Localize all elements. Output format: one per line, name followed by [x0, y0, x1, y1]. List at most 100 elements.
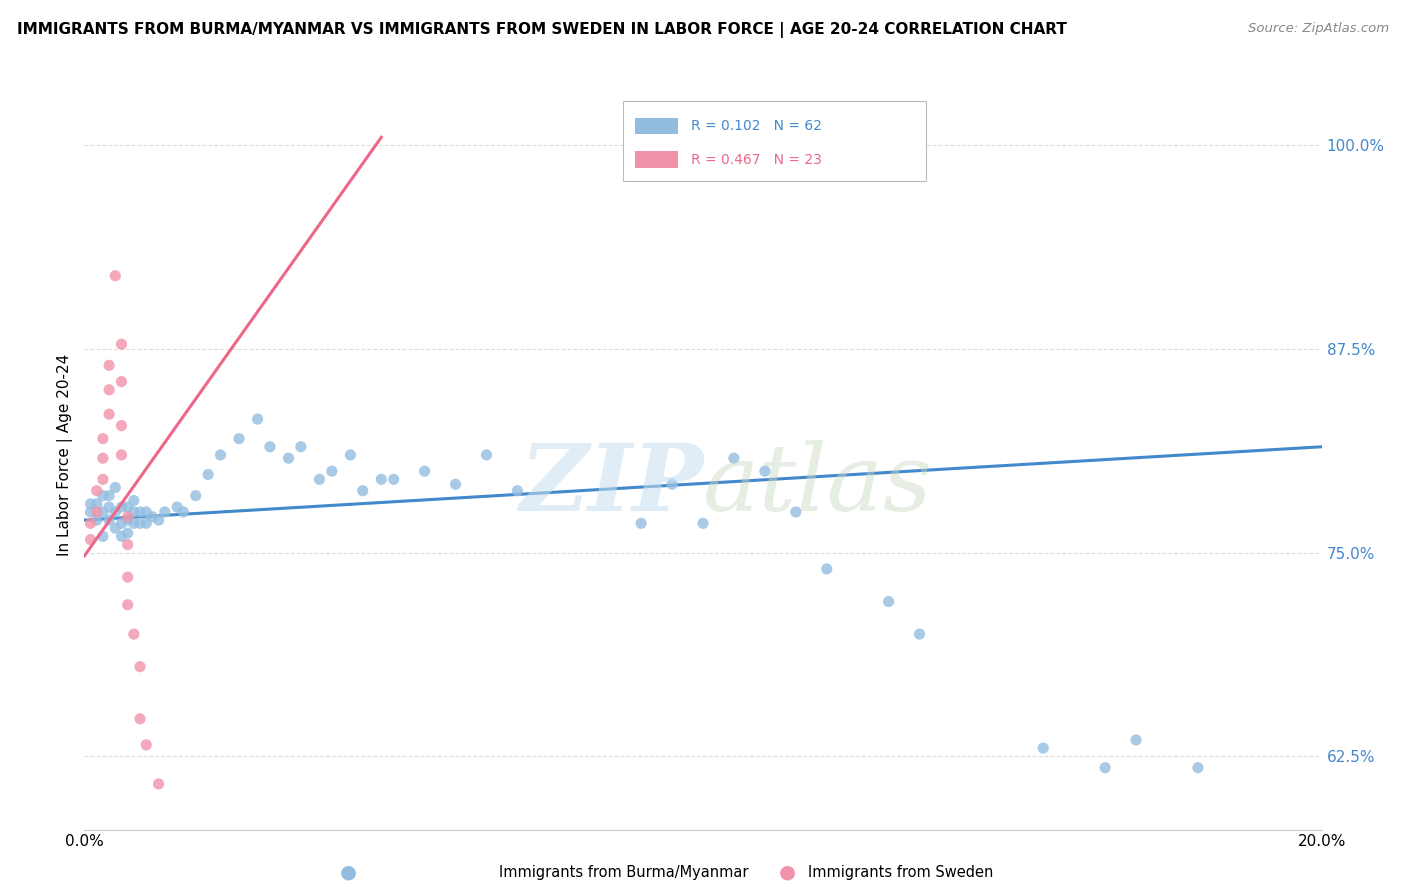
- Point: [91, 529, 114, 543]
- Point: [209, 448, 232, 462]
- Point: [86, 505, 108, 519]
- Point: [98, 359, 121, 373]
- Point: [86, 483, 108, 498]
- Point: [166, 500, 188, 514]
- Point: [153, 505, 176, 519]
- Point: [110, 529, 132, 543]
- Point: [1032, 741, 1054, 756]
- Point: [110, 448, 132, 462]
- Point: [723, 451, 745, 466]
- Point: [117, 513, 139, 527]
- Point: [79, 516, 101, 531]
- Point: [91, 489, 114, 503]
- Point: [122, 493, 145, 508]
- FancyBboxPatch shape: [623, 102, 925, 181]
- Point: [382, 472, 405, 486]
- Point: [91, 451, 114, 466]
- Point: [91, 432, 114, 446]
- FancyBboxPatch shape: [636, 118, 678, 135]
- Point: [110, 500, 132, 514]
- Point: [1125, 733, 1147, 747]
- Point: [259, 440, 281, 454]
- Point: [110, 516, 132, 531]
- Point: [877, 594, 900, 608]
- Point: [141, 509, 163, 524]
- Text: IMMIGRANTS FROM BURMA/MYANMAR VS IMMIGRANTS FROM SWEDEN IN LABOR FORCE | AGE 20-: IMMIGRANTS FROM BURMA/MYANMAR VS IMMIGRA…: [17, 22, 1067, 38]
- Point: [117, 537, 139, 551]
- Y-axis label: In Labor Force | Age 20-24: In Labor Force | Age 20-24: [58, 354, 73, 556]
- Point: [352, 483, 374, 498]
- Point: [444, 477, 467, 491]
- Text: ZIP: ZIP: [519, 440, 703, 530]
- Point: [98, 407, 121, 421]
- Point: [475, 448, 498, 462]
- Point: [98, 489, 121, 503]
- Point: [110, 337, 132, 351]
- Point: [104, 521, 127, 535]
- Point: [117, 598, 139, 612]
- Point: [370, 472, 392, 486]
- Point: [129, 712, 152, 726]
- Point: [1187, 761, 1209, 775]
- Point: [122, 516, 145, 531]
- Point: [228, 432, 250, 446]
- Point: [117, 509, 139, 524]
- Point: [1094, 761, 1116, 775]
- Text: Immigrants from Burma/Myanmar: Immigrants from Burma/Myanmar: [499, 865, 748, 880]
- Point: [754, 464, 776, 478]
- Point: [86, 513, 108, 527]
- Point: [661, 477, 683, 491]
- FancyBboxPatch shape: [636, 152, 678, 168]
- Point: [117, 526, 139, 541]
- Point: [197, 467, 219, 482]
- Point: [413, 464, 436, 478]
- Point: [91, 472, 114, 486]
- Point: [117, 500, 139, 514]
- Point: [129, 659, 152, 673]
- Point: [785, 505, 807, 519]
- Point: [79, 505, 101, 519]
- Point: [104, 481, 127, 495]
- Text: R = 0.467   N = 23: R = 0.467 N = 23: [690, 153, 821, 167]
- Text: ●: ●: [340, 863, 357, 882]
- Point: [184, 489, 207, 503]
- Point: [630, 516, 652, 531]
- Point: [122, 627, 145, 641]
- Point: [815, 562, 838, 576]
- Point: [79, 533, 101, 547]
- Point: [122, 505, 145, 519]
- Point: [148, 777, 170, 791]
- Point: [692, 516, 714, 531]
- Point: [104, 505, 127, 519]
- Point: [135, 738, 157, 752]
- Point: [98, 513, 121, 527]
- Point: [110, 375, 132, 389]
- Text: atlas: atlas: [703, 440, 932, 530]
- Point: [135, 505, 157, 519]
- Point: [117, 570, 139, 584]
- Point: [908, 627, 931, 641]
- Point: [506, 483, 529, 498]
- Point: [290, 440, 312, 454]
- Text: R = 0.102   N = 62: R = 0.102 N = 62: [690, 119, 821, 133]
- Point: [246, 412, 269, 426]
- Point: [129, 505, 152, 519]
- Text: ●: ●: [779, 863, 796, 882]
- Point: [79, 497, 101, 511]
- Point: [135, 516, 157, 531]
- Point: [277, 451, 299, 466]
- Text: Source: ZipAtlas.com: Source: ZipAtlas.com: [1249, 22, 1389, 36]
- Point: [321, 464, 343, 478]
- Point: [98, 500, 121, 514]
- Point: [172, 505, 194, 519]
- Point: [86, 497, 108, 511]
- Point: [308, 472, 330, 486]
- Point: [129, 516, 152, 531]
- Point: [339, 448, 361, 462]
- Point: [104, 268, 127, 283]
- Point: [148, 513, 170, 527]
- Point: [98, 383, 121, 397]
- Point: [91, 505, 114, 519]
- Text: Immigrants from Sweden: Immigrants from Sweden: [808, 865, 994, 880]
- Point: [110, 418, 132, 433]
